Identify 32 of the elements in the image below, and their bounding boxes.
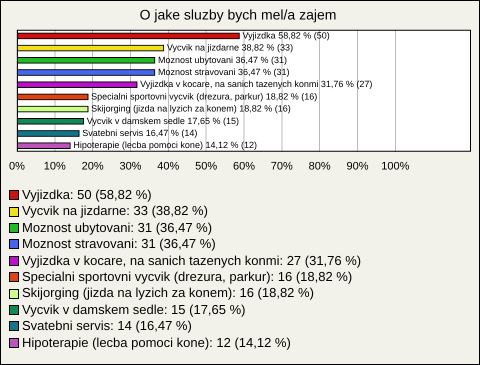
data-label: Vycvik v damskem sedle 17,65 % (15) xyxy=(86,116,239,126)
data-label: Skijorging (jizda na lyzich za konem) 18,82 % (16) xyxy=(91,104,291,114)
text: Vyjizdka v kocare, na sanich tazenych konmi: 27 (31,76 %) xyxy=(22,252,362,270)
x-tick-label: 30% xyxy=(119,160,142,172)
data-label: Specialni sportovni vycvik (drezura, parkur) 18,82 % (16) xyxy=(91,91,318,102)
text: Moznost ubytovani: 31 (36,47 %) xyxy=(22,220,212,236)
x-tick-label: 80% xyxy=(308,160,331,172)
x-tick-label: 60% xyxy=(232,160,256,172)
text: Vyjizdka: 50 (58,82 %) xyxy=(22,187,152,204)
data-label: Vycvik na jizdarne 38,82 % (33) xyxy=(166,42,294,53)
x-tick-label: 0% xyxy=(8,160,26,172)
x-tick-label: 50% xyxy=(195,160,218,172)
data-label: Vyjizdka v kocare, na sanich tazenych konmi 31,76 % (27) xyxy=(140,79,372,90)
x-tick-label: 40% xyxy=(157,160,180,172)
text: Skijorging (jizda na lyzich za konem): 16 (18,82 %) xyxy=(22,285,314,302)
text: Svatebni servis: 14 (16,47 %) xyxy=(22,318,192,335)
data-label: Svatebni servis 16,47 % (14) xyxy=(82,128,198,138)
x-tick-label: 10% xyxy=(44,160,66,172)
text: Hipoterapie (lecba pomoci kone): 12 (14,12 %) xyxy=(22,334,291,352)
text: Moznost stravovani: 31 (36,47 %) xyxy=(22,236,216,253)
x-tick-label: 90% xyxy=(346,160,369,172)
chart-title: O jake sluzby bych mel/a zajem xyxy=(140,6,336,22)
x-tick-label: 70% xyxy=(270,160,294,172)
x-tick-label: 100% xyxy=(381,160,410,172)
data-label: Vyjizdka 58,82 % (50) xyxy=(242,30,330,40)
x-tick-label: 20% xyxy=(82,160,104,172)
data-label: Moznost ubytovani 36,47 % (31) xyxy=(158,54,288,65)
data-label: Moznost stravovani 36,47 % (31) xyxy=(158,66,290,77)
text: Vycvik na jizdarne: 33 (38,82 %) xyxy=(22,203,208,220)
text: Specialni sportovni vycvik (drezura, parkur): 16 (18,82 %) xyxy=(22,269,352,286)
text: Vycvik v damskem sedle: 15 (17,65 %) xyxy=(22,302,246,318)
data-label: Hipoterapie (lecba pomoci kone) 14,12 % (12) xyxy=(73,140,257,150)
